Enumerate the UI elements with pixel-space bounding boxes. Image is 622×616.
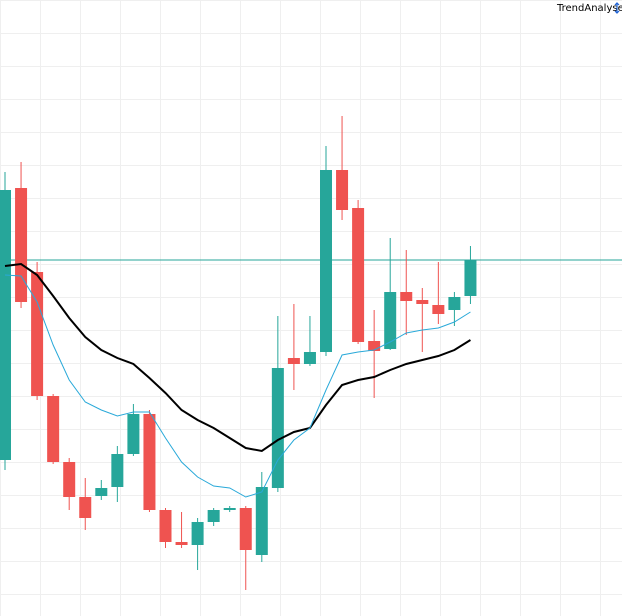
candle-body <box>400 292 413 301</box>
candle-body <box>223 508 236 510</box>
candle-body <box>159 510 172 542</box>
candle-body <box>352 208 365 342</box>
candle-body <box>79 497 92 518</box>
candle-body <box>416 300 429 304</box>
candle-body <box>336 170 349 210</box>
candle-body <box>255 487 268 555</box>
candle-body <box>95 488 108 496</box>
candle-body <box>464 260 477 296</box>
indicator-icon <box>614 2 620 14</box>
candle-body <box>127 414 140 454</box>
candle-body <box>207 510 220 522</box>
indicator-label: TrendAnalyse <box>556 3 622 14</box>
candle-body <box>15 188 28 302</box>
candle-body <box>31 272 44 396</box>
candle-body <box>287 358 300 364</box>
moving-average <box>4 262 471 453</box>
candle-body <box>432 305 445 314</box>
candle-body <box>63 462 76 497</box>
moving-average <box>4 274 471 498</box>
candle-body <box>303 352 316 364</box>
candle-body <box>175 542 188 545</box>
candle-body <box>368 341 381 351</box>
candle-body <box>271 368 284 488</box>
candle-body <box>47 396 60 462</box>
candle-body <box>0 190 11 460</box>
candle-body <box>111 454 124 487</box>
candle-body <box>384 292 397 349</box>
candle-body <box>320 170 332 352</box>
candle-body <box>448 297 461 310</box>
candle-body <box>239 508 252 550</box>
candle-body <box>143 414 156 510</box>
candle-body <box>191 522 204 545</box>
